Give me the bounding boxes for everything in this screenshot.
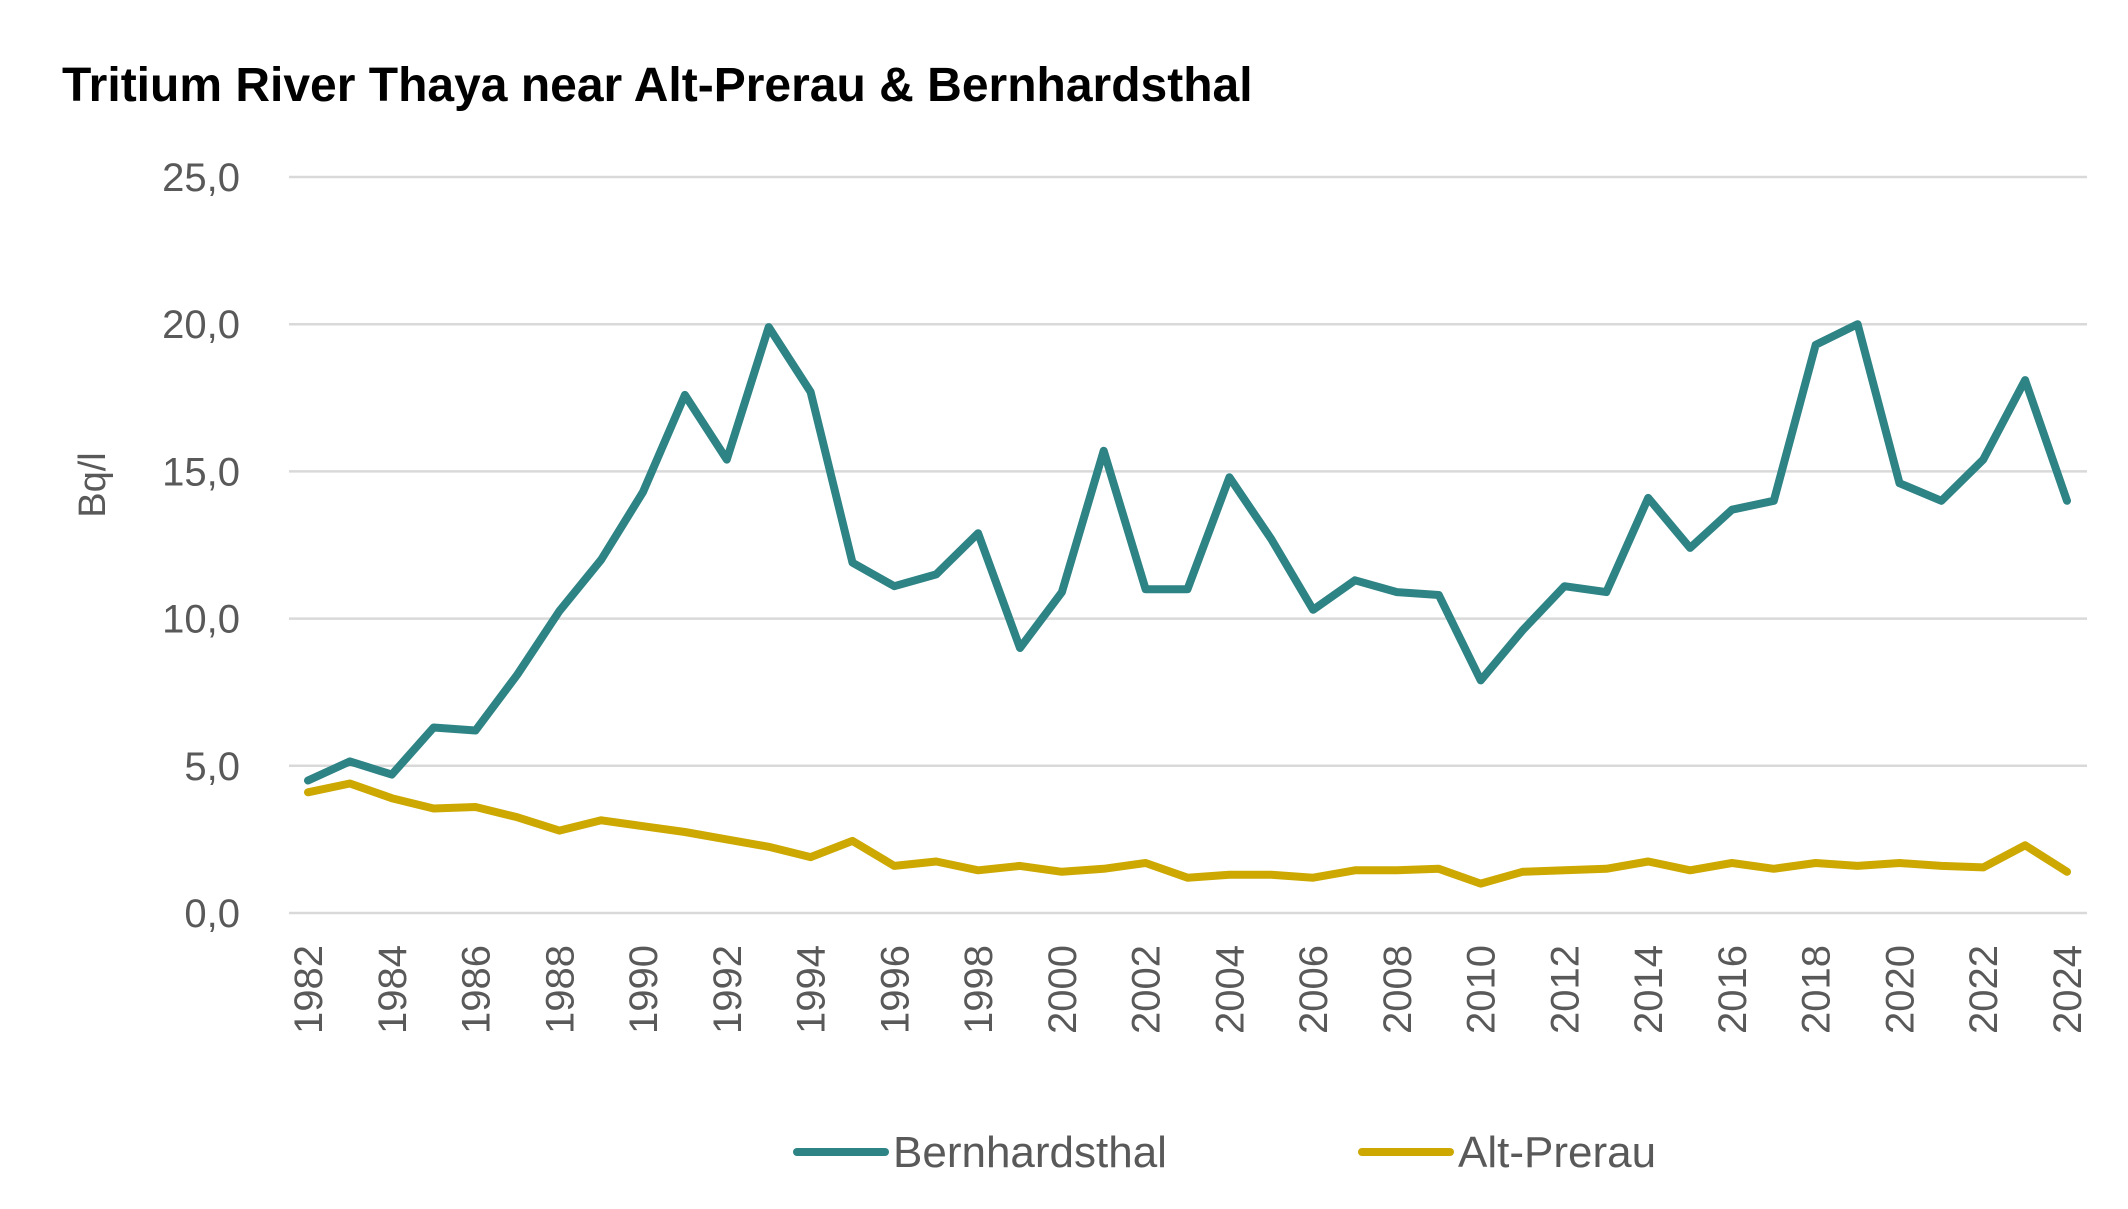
x-tick-label: 2010 <box>1460 945 1504 1034</box>
x-tick-label: 2006 <box>1292 945 1336 1034</box>
x-tick-label: 2016 <box>1711 945 1755 1034</box>
x-tick-label: 2012 <box>1543 945 1587 1034</box>
x-tick-label: 2008 <box>1376 945 1420 1034</box>
y-axis-label: Bq/l <box>72 452 114 517</box>
legend-label: Bernhardsthal <box>893 1128 1167 1177</box>
x-tick-label: 2018 <box>1795 945 1839 1034</box>
y-tick-label: 20,0 <box>162 303 240 347</box>
x-tick-label: 2022 <box>1962 945 2006 1034</box>
x-tick-label: 2014 <box>1627 945 1671 1034</box>
x-tick-label: 1994 <box>790 945 834 1034</box>
x-tick-label: 1986 <box>455 945 499 1034</box>
x-tick-label: 1990 <box>622 945 666 1034</box>
x-tick-label: 2002 <box>1125 945 1169 1034</box>
x-tick-label: 1996 <box>873 945 917 1034</box>
chart-title: Tritium River Thaya near Alt-Prerau & Be… <box>62 59 1253 112</box>
y-tick-label: 10,0 <box>162 598 240 642</box>
y-tick-label: 5,0 <box>184 745 240 789</box>
x-tick-label: 2024 <box>2046 945 2090 1034</box>
x-tick-label: 1992 <box>706 945 750 1034</box>
x-tick-label: 2020 <box>1878 945 1922 1034</box>
x-tick-label: 1998 <box>957 945 1001 1034</box>
series-line-alt-prerau <box>304 779 2071 888</box>
x-tick-label: 1988 <box>538 945 582 1034</box>
x-tick-label: 1984 <box>371 945 415 1034</box>
y-tick-label: 15,0 <box>162 450 240 494</box>
series-line-bernhardsthal <box>304 320 2071 785</box>
legend-label: Alt-Prerau <box>1458 1128 1656 1177</box>
x-tick-label: 1982 <box>287 945 331 1034</box>
x-tick-label: 2004 <box>1208 945 1252 1034</box>
y-tick-label: 0,0 <box>184 892 240 936</box>
y-tick-label: 25,0 <box>162 156 240 200</box>
x-tick-label: 2000 <box>1041 945 1085 1034</box>
